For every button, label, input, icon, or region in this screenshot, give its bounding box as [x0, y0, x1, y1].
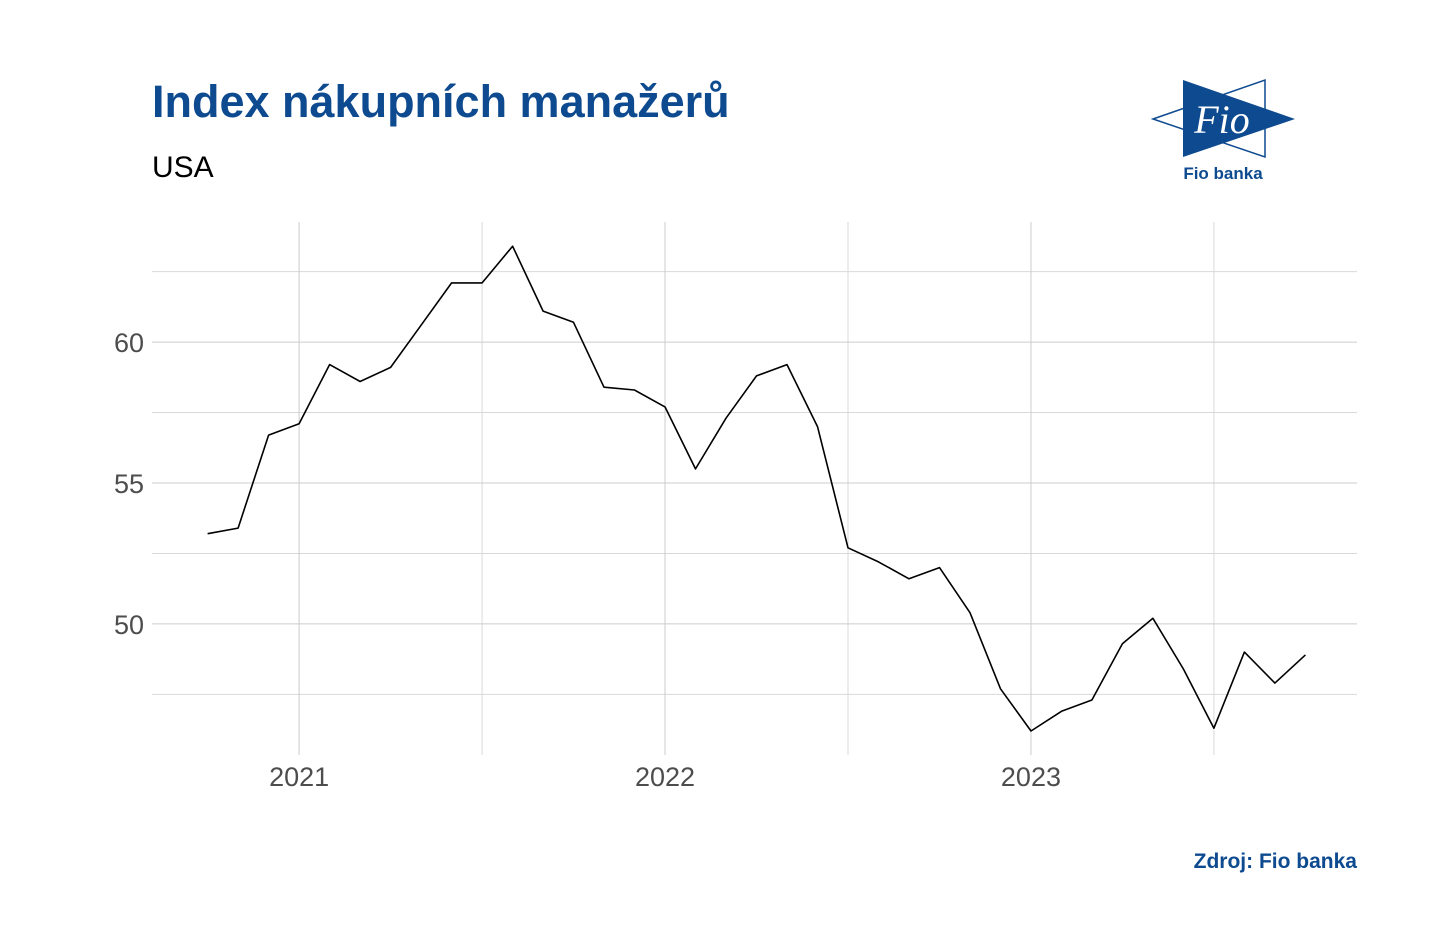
chart-subtitle: USA [152, 151, 214, 184]
y-tick-label: 55 [114, 469, 144, 499]
chart-title: Index nákupních manažerů [152, 76, 730, 127]
x-tick-label: 2023 [1001, 762, 1061, 792]
logo-flag [1183, 80, 1295, 157]
data-line [207, 245, 1306, 732]
x-tick-label: 2022 [635, 762, 695, 792]
y-tick-label: 60 [114, 328, 144, 358]
logo-caption: Fio banka [1183, 164, 1263, 183]
x-tick-label: 2021 [269, 762, 329, 792]
y-tick-label: 50 [114, 610, 144, 640]
logo: Fio Fio banka [1150, 78, 1295, 183]
source: Zdroj: Fio banka [1194, 850, 1358, 873]
logo-text: Fio [1193, 97, 1250, 142]
